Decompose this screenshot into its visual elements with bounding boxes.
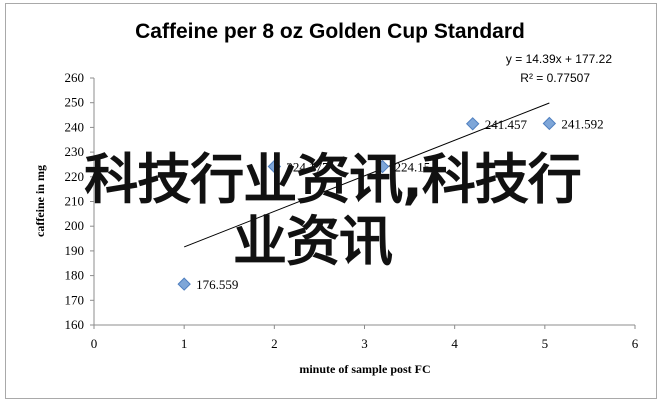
chart-title: Caffeine per 8 oz Golden Cup Standard xyxy=(135,20,525,43)
chart-frame xyxy=(5,3,657,399)
data-label: 224.15 xyxy=(395,160,431,175)
data-points: 176.559 224.177 224.15 241.457 241.592 xyxy=(177,116,604,292)
y-tick-label: 170 xyxy=(65,292,85,307)
x-axis-label: minute of sample post FC xyxy=(299,362,430,376)
y-tick-label: 260 xyxy=(65,70,85,85)
data-label: 241.457 xyxy=(485,117,528,132)
data-label: 224.177 xyxy=(286,159,329,174)
y-tick-label: 250 xyxy=(65,95,85,110)
x-tick-label: 1 xyxy=(181,336,188,351)
x-tick-label: 4 xyxy=(451,336,458,351)
x-tick-label: 3 xyxy=(361,336,368,351)
x-tick-label: 0 xyxy=(91,336,98,351)
y-tick-label: 240 xyxy=(65,119,85,134)
y-tick-label: 160 xyxy=(65,317,85,332)
y-axis-label: caffeine in mg xyxy=(33,165,47,237)
x-tick-label: 2 xyxy=(271,336,278,351)
y-tick-label: 220 xyxy=(65,169,85,184)
data-label: 241.592 xyxy=(561,116,603,131)
data-point-marker xyxy=(465,117,480,131)
data-point-marker xyxy=(542,116,557,131)
y-tick-label: 190 xyxy=(65,243,85,258)
y-tick-label: 230 xyxy=(65,144,85,159)
y-ticks: 160 170 180 190 200 210 220 230 240 250 260 xyxy=(65,70,94,332)
y-tick-label: 180 xyxy=(65,268,85,283)
data-point-marker xyxy=(375,159,390,174)
trendline xyxy=(183,102,550,248)
trendline-equation: y = 14.39x + 177.22 xyxy=(506,52,612,66)
data-point-marker xyxy=(177,277,191,291)
y-tick-label: 200 xyxy=(65,218,85,233)
x-tick-label: 5 xyxy=(542,336,549,351)
x-tick-label: 6 xyxy=(632,336,639,351)
x-ticks: 0 1 2 3 4 5 6 xyxy=(91,325,639,351)
data-label: 176.559 xyxy=(196,277,238,292)
y-tick-label: 210 xyxy=(65,194,85,209)
trendline-r2: R² = 0.77507 xyxy=(520,71,590,85)
data-point-marker xyxy=(267,159,282,174)
